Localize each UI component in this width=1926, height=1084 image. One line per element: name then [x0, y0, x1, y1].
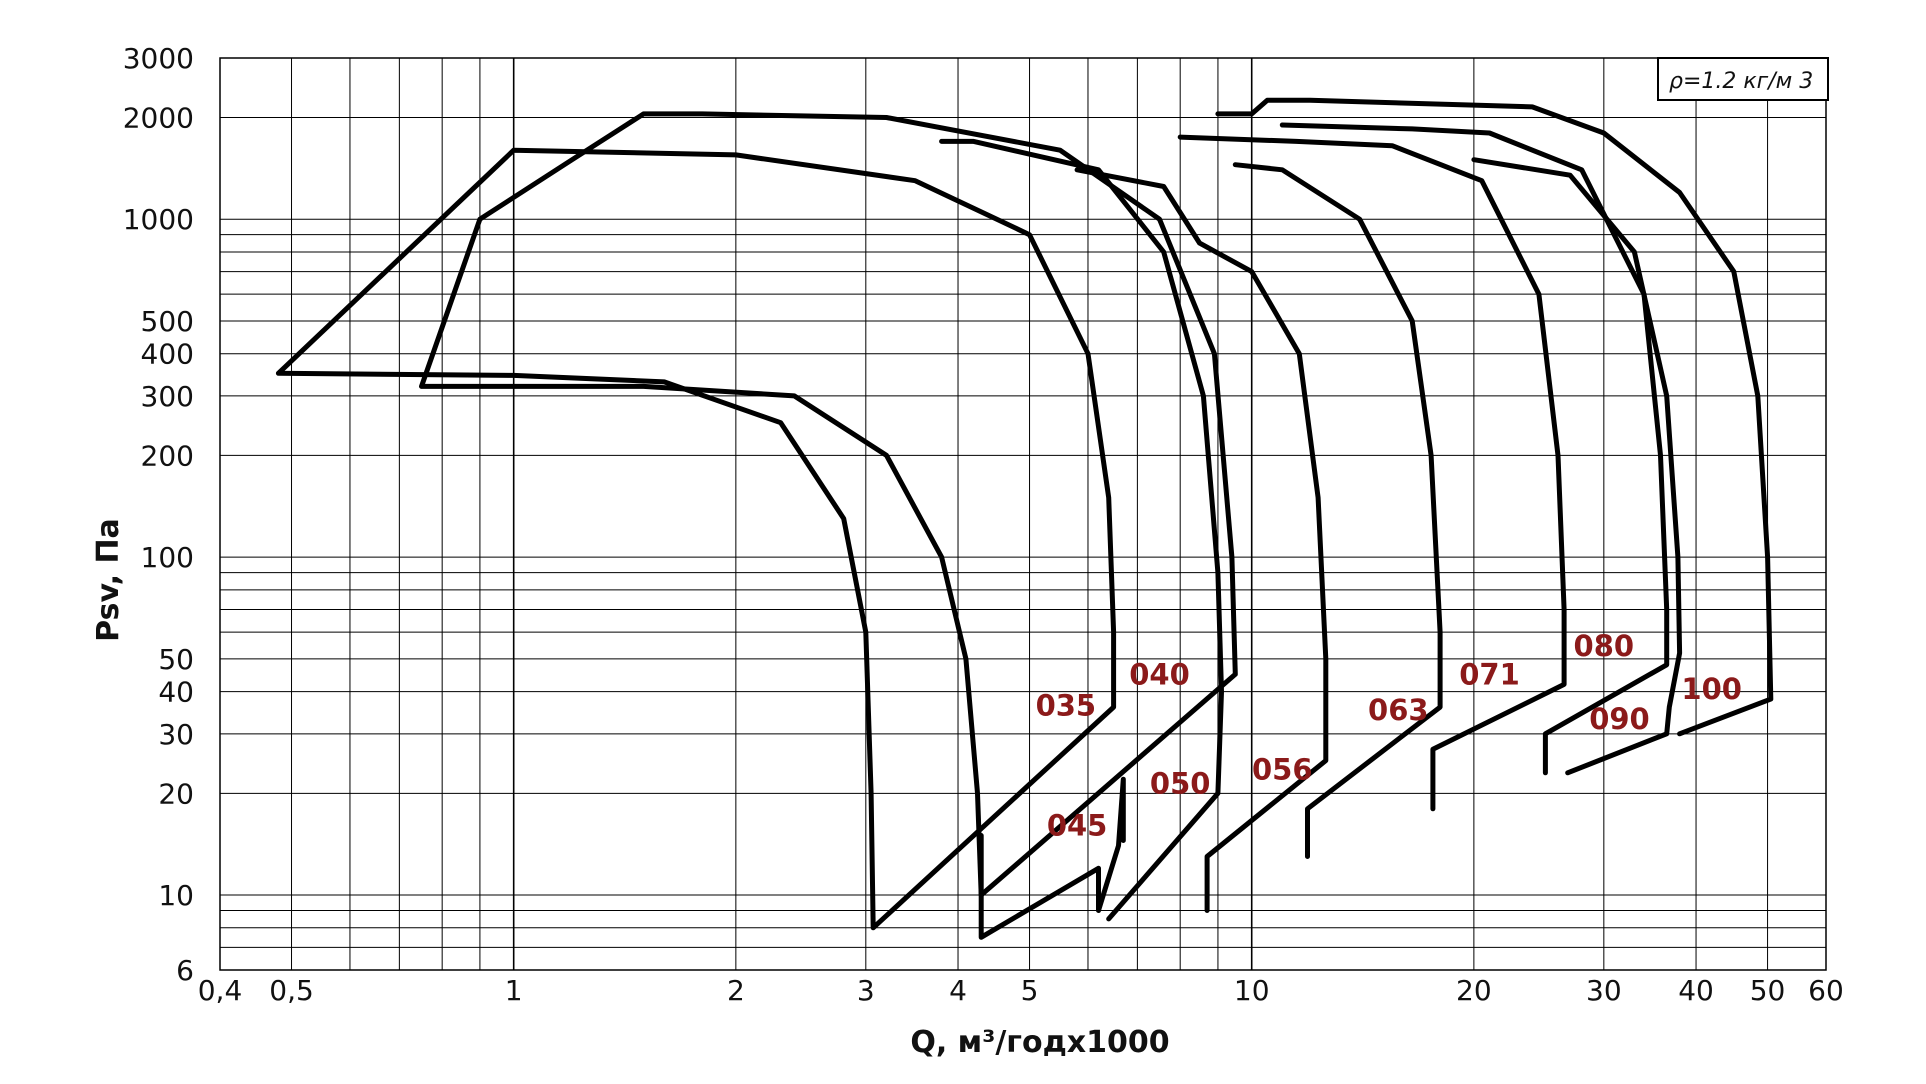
series-100-label: 100 [1681, 672, 1742, 706]
y-tick-label: 10 [158, 879, 194, 912]
y-tick-label: 2000 [123, 102, 194, 135]
y-tick-label: 30 [158, 718, 194, 751]
series-045-label: 045 [1047, 809, 1108, 843]
x-tick-label: 5 [1021, 974, 1039, 1007]
series-050-curve [939, 138, 1224, 922]
x-tick-label: 1 [505, 974, 523, 1007]
y-tick-label: 100 [141, 541, 194, 574]
series-056-curve [1074, 167, 1329, 913]
series-050-label: 050 [1150, 766, 1211, 800]
y-tick-label: 300 [141, 380, 194, 413]
series-080-label: 080 [1574, 629, 1635, 663]
series-100-curve [1215, 97, 1774, 737]
series-labels: 035 040 045 050 056 063 071 080 090 100 [1036, 629, 1742, 843]
x-axis-title: Q, м³/годx1000 [910, 1025, 1169, 1060]
plot-frame [219, 57, 1827, 971]
series-063-label: 063 [1368, 693, 1429, 727]
y-tick-label: 500 [141, 305, 194, 338]
x-tick-label: 0,5 [269, 974, 314, 1007]
y-tick-label: 6 [176, 954, 194, 987]
series-040-label: 040 [1129, 657, 1190, 691]
x-tick-label: 60 [1808, 974, 1844, 1007]
y-tick-label: 40 [158, 676, 194, 709]
density-box: ρ=1.2 кг/м 3 [1657, 57, 1829, 101]
y-tick-label: 400 [141, 338, 194, 371]
series-035-label: 035 [1036, 688, 1097, 722]
series-035-curve [275, 147, 1117, 931]
density-box-frame [1657, 57, 1829, 101]
series-071-label: 071 [1459, 657, 1520, 691]
x-tick-label: 40 [1678, 974, 1714, 1007]
series-063-curve [1232, 162, 1443, 859]
x-tick-label: 3 [857, 974, 875, 1007]
y-tick-label: 20 [158, 777, 194, 810]
series-040-curve [419, 111, 1238, 898]
y-tick-label: 50 [158, 643, 194, 676]
series-045-curve [978, 776, 1126, 940]
y-axis-title: Psv, Па [91, 518, 126, 642]
density-label: ρ=1.2 кг/м 3 [1669, 69, 1813, 94]
y-tick-label: 1000 [123, 203, 194, 236]
x-tick-label: 10 [1234, 974, 1270, 1007]
x-tick-label: 0,4 [198, 974, 243, 1007]
series-080-curve [1279, 122, 1670, 776]
x-tick-label: 20 [1456, 974, 1492, 1007]
x-tick-label: 2 [727, 974, 745, 1007]
x-tick-label: 4 [949, 974, 967, 1007]
series-071-curve [1177, 134, 1567, 812]
x-tick-label: 30 [1586, 974, 1622, 1007]
series-090-label: 090 [1589, 702, 1650, 736]
y-tick-label: 3000 [123, 42, 194, 75]
series-group [275, 97, 1774, 940]
series-056-label: 056 [1252, 752, 1313, 786]
x-tick-labels: 0,4 0,5 1 2 3 4 5 10 20 30 40 50 60 [198, 974, 1844, 1007]
y-tick-label: 200 [141, 439, 194, 472]
plot-border [219, 57, 1827, 971]
series-090-curve [1471, 157, 1683, 776]
x-tick-label: 50 [1750, 974, 1786, 1007]
